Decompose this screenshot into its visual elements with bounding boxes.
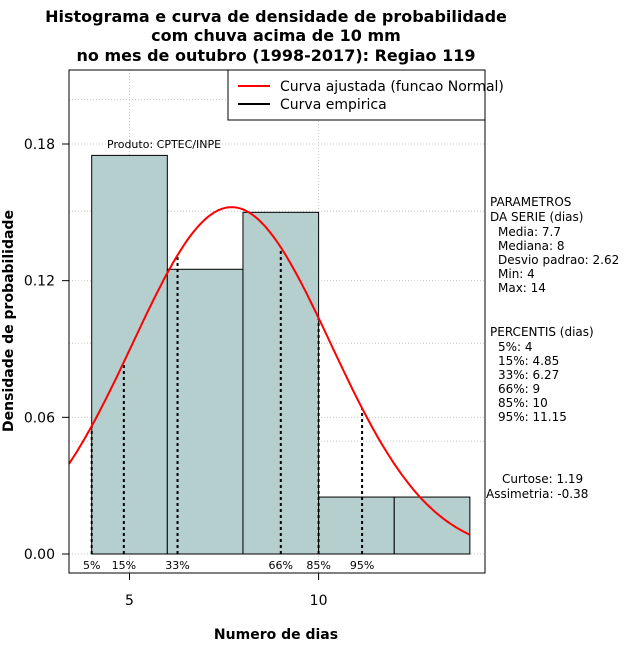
percentile-label-4: 85% bbox=[306, 559, 330, 572]
percentil-5: 5%: 4 bbox=[498, 340, 533, 354]
y-tick-label-2: 0.12 bbox=[24, 274, 55, 290]
percentil-15: 15%: 4.85 bbox=[498, 354, 559, 368]
percentile-label-3: 66% bbox=[269, 559, 293, 572]
chart-title: Histograma e curva de densidade de proba… bbox=[45, 7, 507, 65]
legend-box bbox=[227, 69, 486, 121]
histogram-bar-3 bbox=[318, 496, 395, 555]
percentil-33: 33%: 6.27 bbox=[498, 368, 559, 382]
x-axis-label: Numero de dias bbox=[214, 627, 338, 643]
y-tick-label-3: 0.18 bbox=[24, 137, 55, 153]
x-tick-label-0: 5 bbox=[125, 593, 134, 609]
params-title-2: DA SERIE (dias) bbox=[490, 210, 583, 224]
percentil-66: 66%: 9 bbox=[498, 382, 540, 396]
percentil-85: 85%: 10 bbox=[498, 396, 548, 410]
title-line-1: Histograma e curva de densidade de proba… bbox=[45, 7, 507, 26]
side-panel-params: PARAMETROS DA SERIE (dias) Media: 7.7 Me… bbox=[490, 195, 619, 295]
title-line-3: no mes de outubro (1998-2017): Regiao 11… bbox=[77, 46, 476, 65]
normal-fit-curve bbox=[68, 206, 471, 536]
percentile-lines bbox=[90, 247, 364, 554]
producer-note: Produto: CPTEC/INPE bbox=[107, 138, 221, 151]
percentile-label-2: 33% bbox=[165, 559, 189, 572]
y-axis-label: Densidade de probabilidade bbox=[1, 210, 17, 432]
side-panel-percentis: PERCENTIS (dias) 5%: 4 15%: 4.85 33%: 6.… bbox=[490, 325, 594, 424]
x-axis: 5 10 bbox=[125, 573, 328, 609]
percentile-label-5: 95% bbox=[350, 559, 374, 572]
param-min: Min: 4 bbox=[498, 267, 535, 281]
percentis-title: PERCENTIS (dias) bbox=[490, 325, 594, 339]
curtose: Curtose: 1.19 bbox=[502, 472, 583, 486]
param-max: Max: 14 bbox=[498, 281, 546, 295]
histogram-bar-0 bbox=[91, 154, 168, 555]
y-tick-label-1: 0.06 bbox=[24, 410, 55, 426]
histogram-bars bbox=[91, 154, 471, 555]
param-mediana: Mediana: 8 bbox=[498, 239, 565, 253]
title-line-2: com chuva acima de 10 mm bbox=[151, 26, 401, 45]
assimetria: Assimetria: -0.38 bbox=[486, 487, 588, 501]
histogram-bar-4 bbox=[393, 496, 471, 555]
y-axis: 0.00 0.06 0.12 0.18 bbox=[24, 137, 69, 563]
legend-label-normal: Curva ajustada (funcao Normal) bbox=[280, 79, 504, 95]
percentile-label-0: 5% bbox=[83, 559, 100, 572]
x-tick-label-1: 10 bbox=[310, 593, 328, 609]
param-media: Media: 7.7 bbox=[498, 225, 561, 239]
param-desvio: Desvio padrao: 2.62 bbox=[498, 253, 619, 267]
percentile-labels: 5% 15% 33% 66% 85% 95% bbox=[83, 559, 374, 572]
percentil-95: 95%: 11.15 bbox=[498, 410, 567, 424]
legend: Curva ajustada (funcao Normal) Curva emp… bbox=[227, 69, 504, 121]
params-title-1: PARAMETROS bbox=[490, 195, 571, 209]
percentile-label-1: 15% bbox=[112, 559, 136, 572]
legend-label-empirical: Curva empirica bbox=[280, 97, 387, 113]
histogram-bar-1 bbox=[166, 268, 244, 555]
y-tick-label-0: 0.00 bbox=[24, 547, 55, 563]
